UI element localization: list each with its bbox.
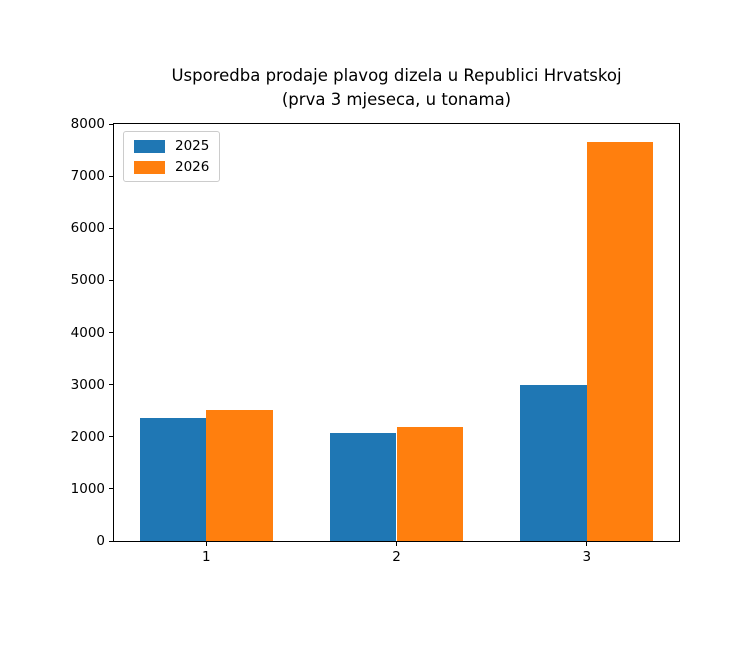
y-axis-tick-mark (109, 540, 114, 542)
y-axis-tick-mark (109, 436, 114, 438)
plot-area: 2025 2026 0 1000 2000 3000 4000 5000 6000 7000 8… (71, 116, 680, 565)
legend-item: 2026 (134, 159, 209, 175)
bar-2026-month-2 (396, 427, 464, 541)
y-axis-tick-label: 1000 (70, 480, 105, 497)
x-axis-tick-label: 3 (582, 549, 592, 565)
chart-title: Usporedba prodaje plavog dizela u Republ… (113, 64, 680, 112)
legend-color-swatch (134, 160, 165, 174)
y-axis-tick-label: 8000 (70, 116, 105, 132)
chart-title-line-2: (prva 3 mjeseca, u tonama) (281, 90, 512, 109)
x-axis-tick-mark (586, 541, 588, 546)
x-axis-tick-label: 2 (392, 549, 401, 565)
y-axis-tick-mark (109, 227, 114, 229)
legend-label: 2026 (175, 159, 210, 175)
y-axis-tick-label: 2000 (70, 428, 105, 445)
bar-2025-month-1 (139, 418, 207, 541)
bar-2025-month-2 (329, 432, 397, 541)
chart-title-line-1: Usporedba prodaje plavog dizela u Republ… (171, 66, 622, 85)
y-axis-tick-label: 0 (96, 533, 105, 549)
y-axis-tick-mark (109, 175, 114, 177)
bar-2025-month-3 (520, 384, 587, 541)
y-axis-tick-label: 6000 (70, 220, 105, 237)
x-axis-tick-label: 1 (201, 549, 211, 565)
legend-item: 2025 (134, 138, 209, 154)
bar-2026-month-3 (586, 142, 654, 541)
x-axis-tick-mark (205, 541, 207, 546)
y-axis-tick-label: 5000 (70, 272, 105, 289)
y-axis-tick-mark (109, 488, 114, 490)
legend-color-swatch (134, 139, 165, 153)
y-axis-tick-label: 3000 (70, 376, 105, 393)
y-axis-tick-label: 4000 (70, 324, 105, 341)
y-axis-tick-label: 7000 (70, 168, 105, 185)
legend: 2025 2026 (123, 131, 221, 182)
y-axis-tick-mark (109, 332, 114, 333)
x-axis-tick-mark (396, 541, 397, 546)
y-axis-tick-mark (109, 123, 114, 125)
bar-2026-month-1 (206, 410, 273, 541)
y-axis-tick-mark (109, 279, 114, 281)
y-axis-tick-mark (109, 384, 114, 386)
legend-label: 2025 (175, 138, 210, 154)
